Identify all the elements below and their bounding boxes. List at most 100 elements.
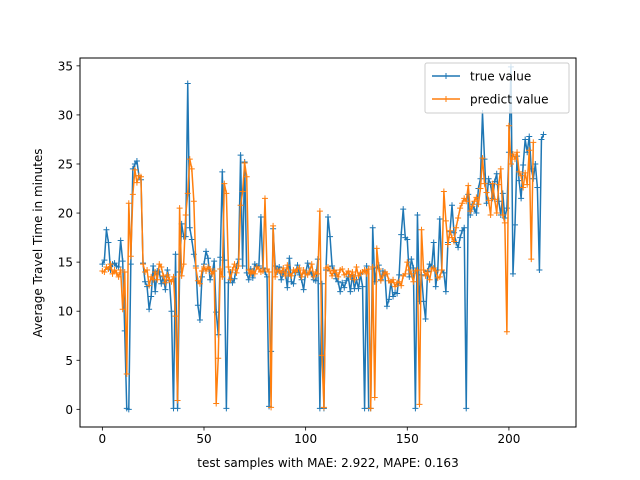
data-point-marker <box>304 260 311 267</box>
y-tick-label: 5 <box>65 354 73 368</box>
data-point-marker <box>420 298 427 305</box>
series-predict-value <box>99 122 537 412</box>
data-point-marker <box>219 168 226 175</box>
data-point-marker <box>359 283 366 290</box>
data-point-marker <box>150 263 157 270</box>
data-point-marker <box>422 272 429 279</box>
data-point-marker <box>152 268 159 275</box>
data-point-marker <box>119 258 126 265</box>
data-point-marker <box>219 273 226 280</box>
data-point-marker <box>245 276 252 283</box>
data-point-marker <box>463 198 470 205</box>
data-point-marker <box>101 257 108 264</box>
data-point-marker <box>245 266 252 273</box>
data-point-marker <box>148 293 155 300</box>
data-point-marker <box>367 405 374 412</box>
legend-box <box>424 62 570 114</box>
data-point-marker <box>188 165 195 172</box>
data-point-marker <box>235 263 242 270</box>
data-point-marker <box>192 265 199 272</box>
data-point-marker <box>396 271 403 278</box>
data-point-marker <box>430 239 437 246</box>
data-point-marker <box>257 213 264 220</box>
data-point-marker <box>347 273 354 280</box>
data-point-marker <box>172 251 179 258</box>
data-point-marker <box>402 270 409 277</box>
data-point-marker <box>278 269 285 276</box>
data-point-marker <box>349 268 356 275</box>
data-point-marker <box>215 355 222 362</box>
y-tick-label: 0 <box>65 403 73 417</box>
data-point-marker <box>154 276 161 283</box>
data-point-marker <box>343 277 350 284</box>
data-point-marker <box>438 266 445 273</box>
data-point-marker <box>538 136 545 143</box>
data-point-marker <box>499 190 506 197</box>
data-point-marker <box>524 181 531 188</box>
data-point-marker <box>408 270 415 277</box>
data-point-marker <box>316 208 323 215</box>
data-point-marker <box>176 205 183 212</box>
data-point-marker <box>491 196 498 203</box>
data-point-marker <box>164 271 171 278</box>
data-point-marker <box>518 195 525 202</box>
data-point-marker <box>422 316 429 323</box>
data-point-marker <box>522 169 529 176</box>
data-point-marker <box>455 214 462 221</box>
data-point-marker <box>418 226 425 233</box>
data-point-marker <box>520 161 527 168</box>
data-point-marker <box>229 266 236 273</box>
y-tick-label: 10 <box>58 305 73 319</box>
data-point-marker <box>101 268 108 275</box>
legend-marker <box>443 96 449 102</box>
data-point-marker <box>469 203 476 210</box>
data-point-marker <box>140 261 147 268</box>
data-point-marker <box>318 280 325 287</box>
data-point-marker <box>306 267 313 274</box>
data-point-marker <box>223 190 230 197</box>
data-point-marker <box>461 224 468 231</box>
data-point-marker <box>414 212 421 219</box>
data-point-marker <box>446 227 453 234</box>
data-point-marker <box>512 156 519 163</box>
data-point-marker <box>516 177 523 184</box>
data-point-marker <box>284 284 291 291</box>
legend: true value predict value <box>424 62 570 114</box>
data-point-marker <box>509 151 516 158</box>
x-axis-ticks: 0 50 100 150 200 <box>99 427 520 446</box>
data-point-marker <box>160 272 167 279</box>
data-point-marker <box>133 158 140 165</box>
data-point-marker <box>339 266 346 272</box>
data-point-marker <box>170 273 177 280</box>
data-point-marker <box>505 122 512 129</box>
data-point-marker <box>182 233 189 240</box>
data-point-marker <box>463 405 470 412</box>
data-point-marker <box>194 302 201 309</box>
data-point-marker <box>487 212 494 219</box>
data-point-marker <box>123 371 130 378</box>
data-point-marker <box>162 279 169 286</box>
data-point-marker <box>127 261 134 268</box>
y-tick-label: 25 <box>58 157 73 171</box>
data-point-marker <box>408 256 415 263</box>
data-point-marker <box>432 283 439 290</box>
data-point-marker <box>493 210 500 217</box>
data-point-marker <box>320 404 327 411</box>
data-point-marker <box>223 405 230 412</box>
data-point-marker <box>424 268 431 275</box>
data-point-marker <box>509 270 516 277</box>
data-point-marker <box>420 266 427 273</box>
y-tick-label: 30 <box>58 108 73 122</box>
data-point-marker <box>142 278 149 285</box>
data-point-marker <box>396 278 403 285</box>
data-point-marker <box>467 208 474 215</box>
data-point-marker <box>442 288 449 295</box>
y-tick-label: 20 <box>58 207 73 221</box>
data-point-marker <box>385 296 392 303</box>
data-point-marker <box>485 175 492 182</box>
data-point-marker <box>288 272 295 279</box>
data-point-marker <box>410 278 417 285</box>
data-point-marker <box>329 272 336 279</box>
data-point-marker <box>125 406 132 413</box>
y-tick-label: 15 <box>58 256 73 270</box>
